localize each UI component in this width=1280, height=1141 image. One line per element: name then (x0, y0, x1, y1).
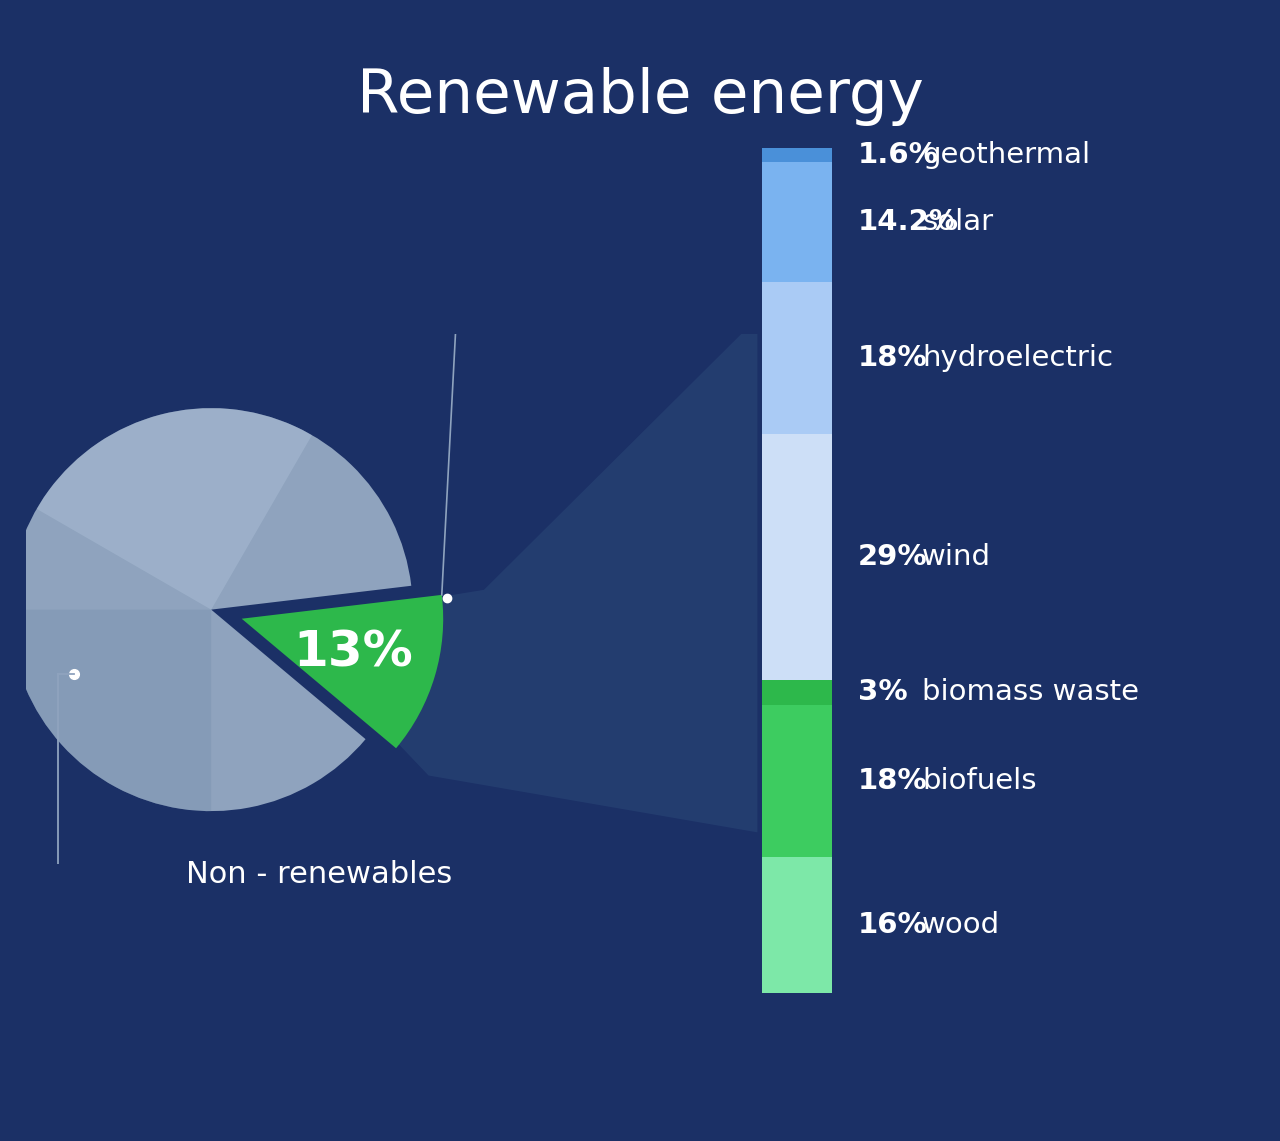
Bar (762, 282, 832, 435)
Text: 13%: 13% (293, 628, 413, 677)
Bar (762, 435, 832, 680)
Text: 29%: 29% (858, 543, 927, 570)
Wedge shape (37, 408, 312, 609)
Wedge shape (10, 609, 211, 811)
Text: wind: wind (922, 543, 991, 570)
Polygon shape (283, 318, 758, 832)
Text: 16%: 16% (858, 911, 927, 939)
Text: 18%: 18% (858, 345, 927, 372)
Text: wood: wood (922, 911, 1000, 939)
Bar (762, 705, 832, 857)
Text: Non - renewables: Non - renewables (186, 860, 452, 889)
Text: Renewable energy: Renewable energy (357, 67, 923, 127)
Text: biomass waste: biomass waste (922, 679, 1139, 706)
Text: hydroelectric: hydroelectric (922, 345, 1114, 372)
Bar (762, 680, 832, 705)
Bar (762, 162, 832, 282)
Text: geothermal: geothermal (922, 141, 1091, 169)
Wedge shape (10, 408, 411, 811)
Text: 3%: 3% (858, 679, 908, 706)
Text: 18%: 18% (858, 767, 927, 795)
Bar (762, 148, 832, 162)
Text: biofuels: biofuels (922, 767, 1037, 795)
Bar (762, 857, 832, 993)
Wedge shape (242, 594, 443, 748)
Text: 14.2%: 14.2% (858, 208, 959, 236)
Text: solar: solar (922, 208, 993, 236)
Text: 1.6%: 1.6% (858, 141, 938, 169)
